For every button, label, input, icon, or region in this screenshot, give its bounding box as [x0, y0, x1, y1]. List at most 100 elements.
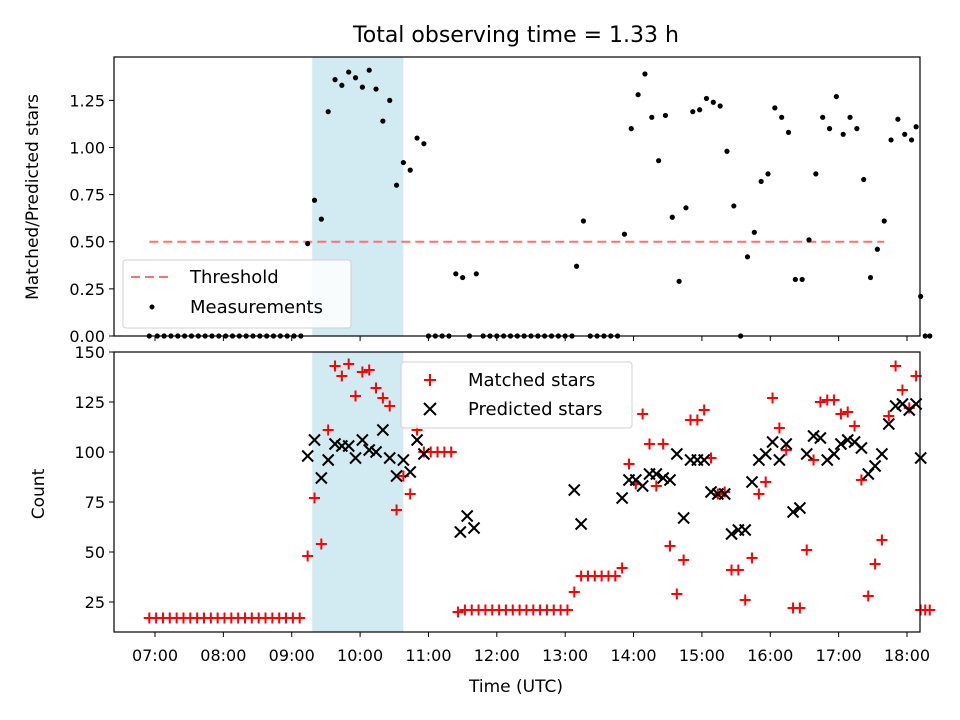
predicted-star-point [889, 399, 902, 413]
matched-star-point [664, 540, 676, 552]
matched-star-point [794, 602, 806, 614]
matched-star-point [869, 558, 881, 570]
measurement-point [792, 276, 798, 283]
predicted-star-point [454, 525, 467, 539]
measurement-point [888, 137, 894, 143]
matched-star-point [691, 414, 703, 426]
matched-star-point [746, 552, 758, 564]
measurement-point [710, 99, 716, 105]
measurement-point [325, 109, 331, 115]
matched-star-point [377, 392, 389, 404]
measurement-point [359, 84, 365, 90]
measurement-point [758, 178, 764, 185]
measurement-point [895, 116, 901, 122]
matched-star-point [391, 504, 403, 516]
measurement-point [826, 126, 833, 132]
predicted-star-point [356, 433, 369, 447]
bottom-legend: Matched stars Predicted stars [400, 361, 633, 429]
matched-star-point [671, 588, 683, 600]
x-tick-label: 15:00 [679, 646, 725, 665]
measurement-point [913, 124, 919, 130]
top-y-tick-label: 1.00 [69, 138, 105, 157]
bottom-y-tick-label: 50 [85, 543, 105, 562]
measurement-point [922, 333, 928, 339]
measurement-point [840, 131, 846, 137]
predicted-star-point [914, 451, 927, 465]
x-tick-label: 16:00 [747, 646, 793, 665]
top-y-axis: 0.00 0.25 0.50 0.75 1.00 1.25 [69, 91, 114, 346]
x-tick-label: 17:00 [816, 646, 862, 665]
measurement-point [731, 203, 737, 209]
predicted-star-point [362, 443, 376, 457]
measurement-point [573, 263, 580, 269]
x-axis-label: Time (UTC) [468, 677, 563, 697]
matched-star-point [828, 394, 840, 406]
measurement-point [662, 112, 669, 119]
predicted-star-point [663, 473, 677, 487]
bottom-y-tick-label: 25 [85, 593, 105, 612]
matched-star-point [650, 480, 662, 492]
predicted-star-point [410, 433, 424, 447]
matched-star-point [924, 604, 936, 616]
predicted-star-point [460, 509, 474, 523]
measurement-point [703, 95, 710, 102]
measurement-point [311, 197, 318, 203]
predicted-star-point [417, 447, 431, 461]
measurement-point [881, 218, 887, 224]
predicted-legend-label: Predicted stars [468, 399, 602, 420]
measurement-point [373, 86, 379, 92]
measurement-point [806, 237, 812, 243]
measurement-point [902, 131, 908, 137]
matched-star-point [780, 444, 792, 456]
matched-star-point [445, 446, 457, 458]
predicted-star-point [390, 469, 403, 483]
top-axes-frame [113, 56, 921, 337]
threshold-legend-label: Threshold [189, 267, 279, 288]
measurement-point [460, 274, 466, 281]
matched-star-point [862, 590, 874, 602]
measurement-point [332, 77, 338, 83]
top-y-tick-label: 0.50 [69, 233, 105, 252]
bottom-y-label: Count [29, 468, 49, 519]
predicted-star-point [349, 451, 362, 465]
matched-star-point [356, 366, 368, 378]
bottom-y-tick-label: 125 [74, 393, 105, 412]
measurement-point [867, 274, 874, 281]
predicted-star-point [301, 449, 314, 463]
matched-star-point [363, 364, 375, 376]
matched-star-point [732, 564, 744, 576]
matched-star-point [842, 406, 854, 418]
matched-star-point [322, 424, 334, 436]
top-y-tick-label: 1.25 [69, 91, 105, 110]
measurement-point [861, 176, 867, 183]
predicted-star-point [704, 485, 718, 499]
matched-star-point [370, 382, 382, 394]
measurement-point [414, 135, 420, 141]
measurement-point [918, 293, 924, 300]
matched-star-point [896, 384, 908, 396]
predicted-star-point [800, 447, 813, 461]
matched-star-point [643, 438, 655, 450]
predicted-star-point [841, 433, 854, 447]
predicted-star-point [868, 459, 882, 473]
predicted-star-point [383, 451, 396, 465]
x-tick-label: 11:00 [405, 646, 451, 665]
predicted-star-point [404, 465, 417, 479]
predicted-star-point [766, 435, 779, 449]
predicted-star-point [882, 417, 895, 431]
predicted-star-point [855, 441, 868, 455]
matched-legend-swatch [424, 374, 436, 386]
matched-star-point [753, 488, 765, 500]
matched-star-point [801, 544, 813, 556]
measurement-point [813, 171, 819, 177]
predicted-star-point [773, 453, 786, 467]
measurement-point [724, 148, 730, 154]
x-tick-label: 18:00 [884, 646, 930, 665]
matched-star-point [561, 604, 573, 616]
measurement-point [765, 171, 771, 177]
bottom-y-tick-label: 100 [74, 443, 105, 462]
matched-star-point [883, 410, 895, 422]
measurement-point [669, 214, 675, 220]
matched-star-point [637, 408, 649, 420]
